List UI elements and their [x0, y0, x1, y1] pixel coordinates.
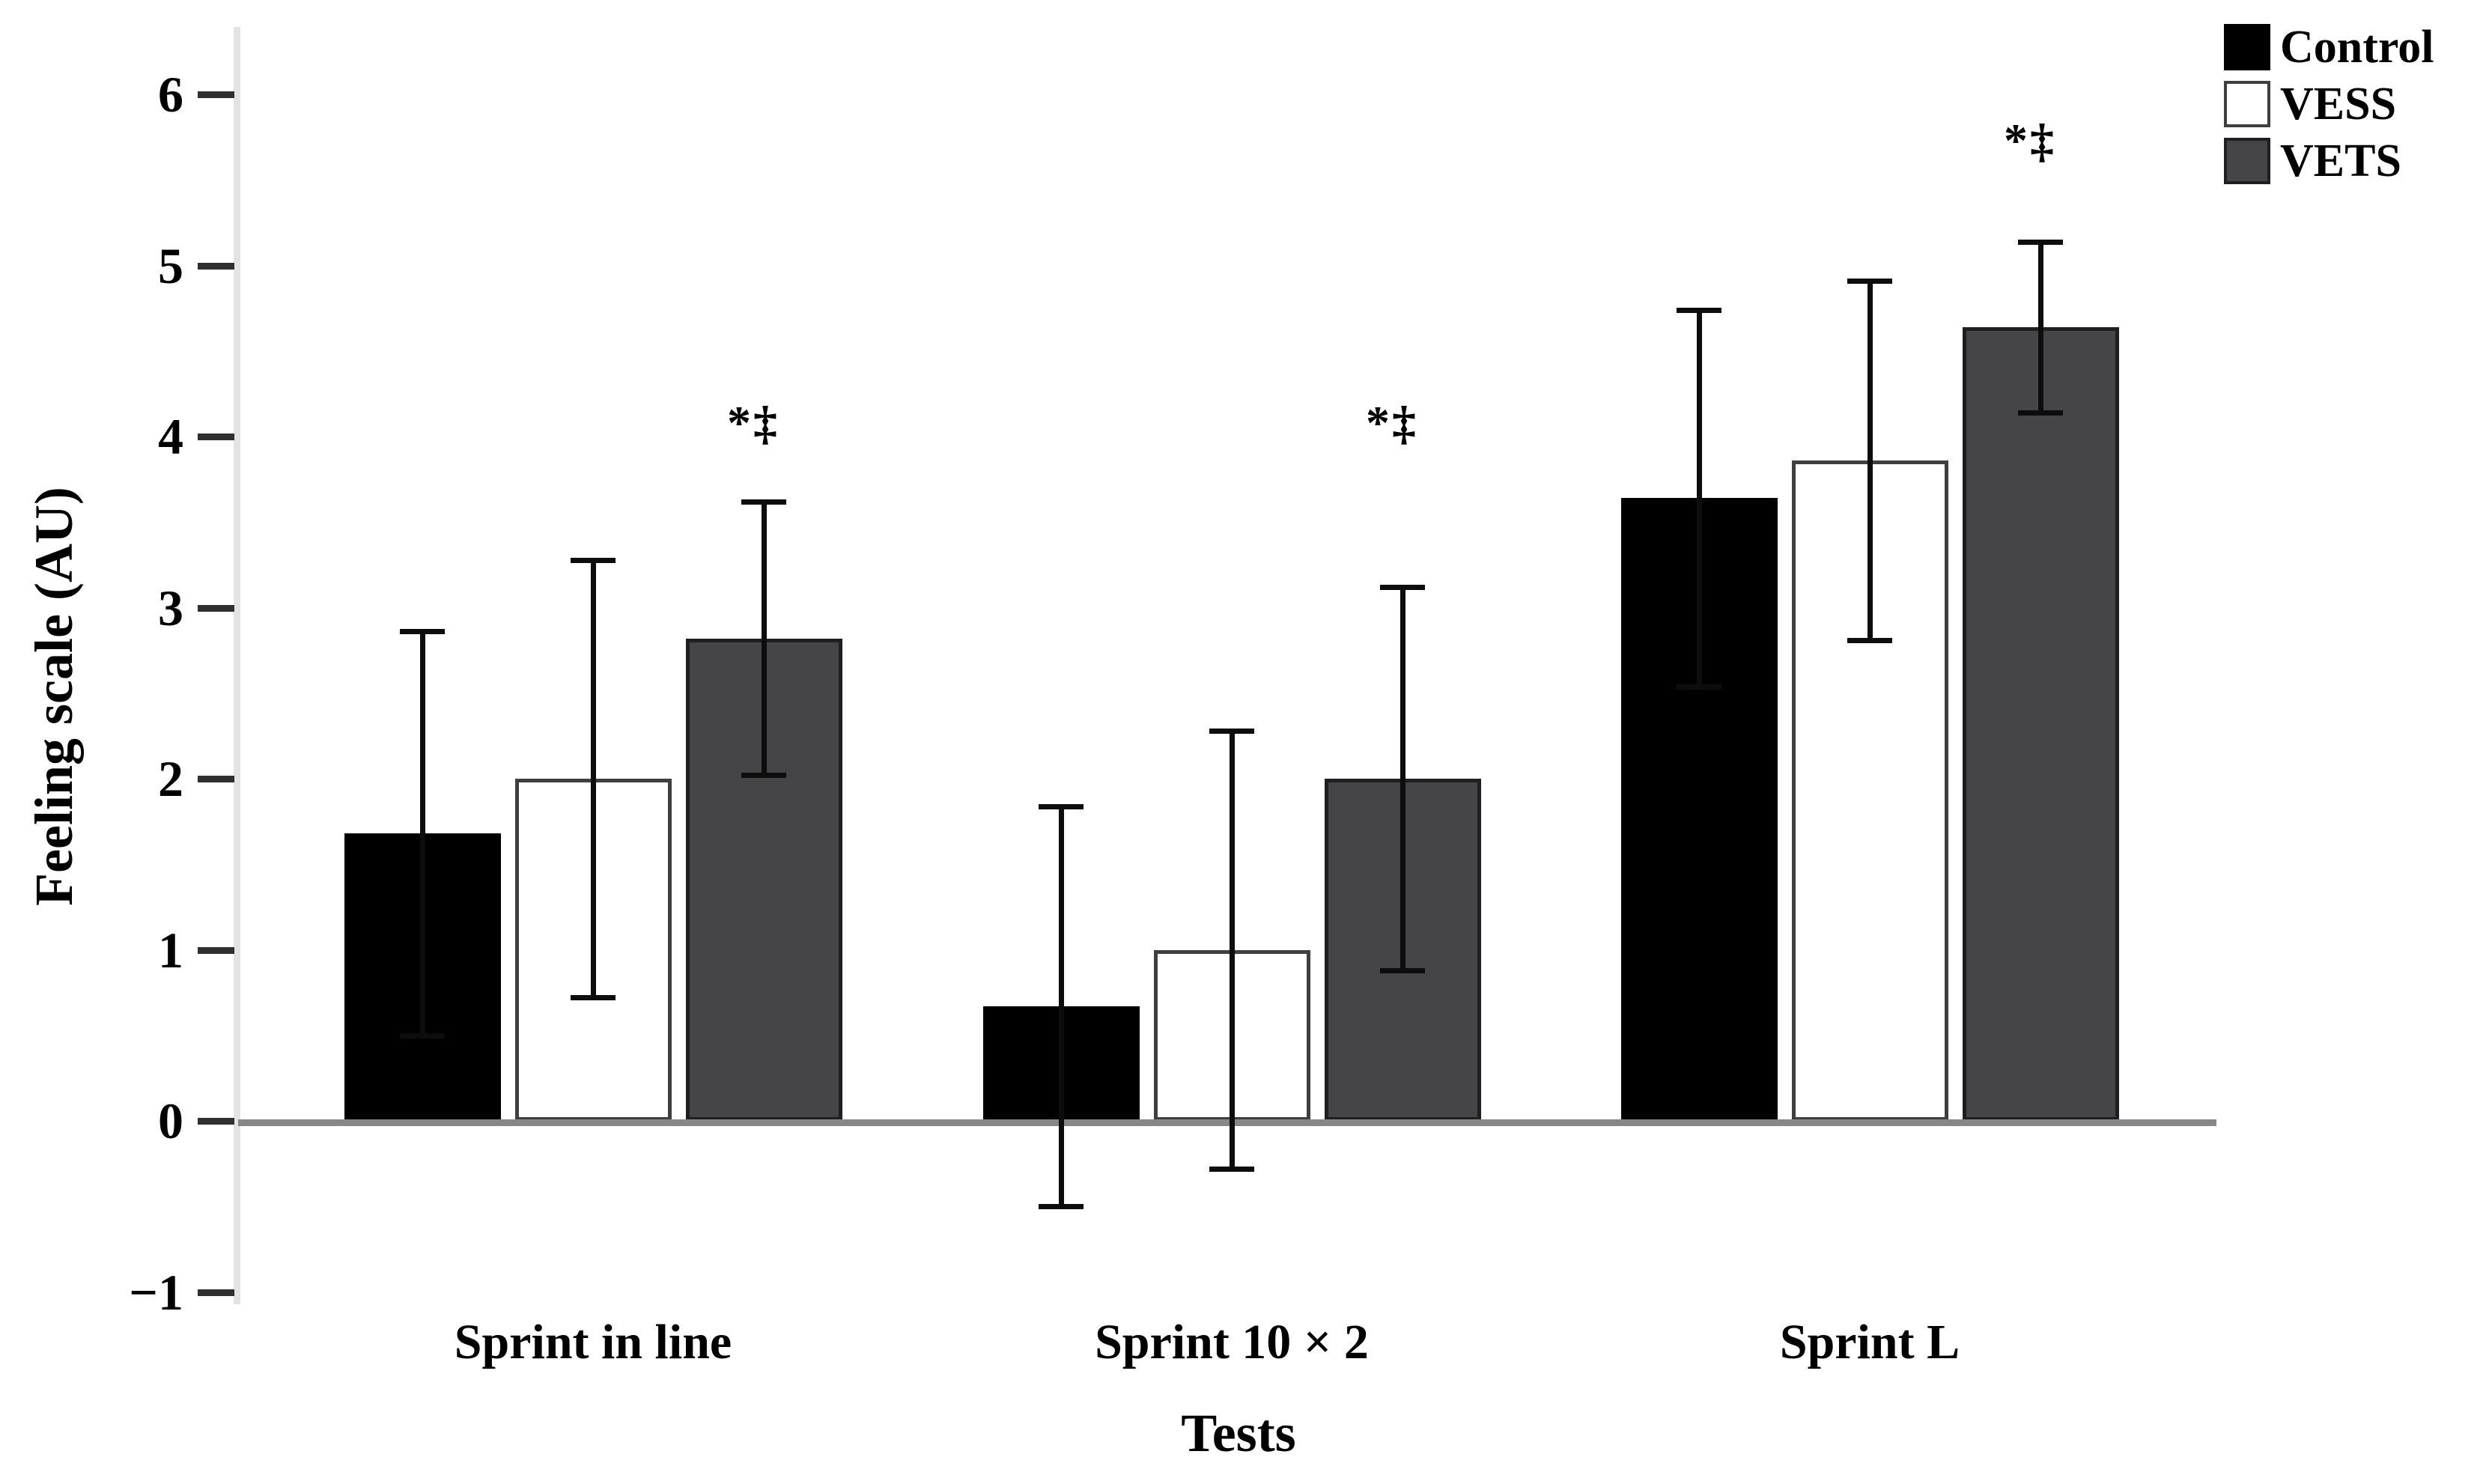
y-tick-label-6: 6 [158, 66, 183, 123]
bar-vets-sprint-l [1962, 326, 2119, 1121]
category-label-sprint-in-line: Sprint in line [454, 1315, 732, 1369]
legend-swatch-vets [2224, 138, 2270, 184]
error-bar-vess-sprint-l-bottom-cap [1847, 637, 1892, 643]
error-bar-vets-sprint-in-line [762, 501, 767, 776]
y-tick-4 [198, 434, 234, 440]
y-axis-line [234, 27, 240, 1304]
error-bar-vess-sprint-10-2-bottom-cap [1209, 1166, 1254, 1172]
error-bar-vets-sprint-in-line-top-cap [741, 499, 786, 505]
legend-label-vets: VETS [2280, 136, 2401, 186]
y-tick-3 [198, 604, 234, 612]
y-tick-1 [198, 946, 234, 954]
y-tick--1 [198, 1289, 234, 1296]
y-axis-title: Feeling scale (AU) [24, 487, 84, 906]
error-bar-control-sprint-in-line [420, 631, 425, 1036]
error-bar-vess-sprint-10-2-top-cap [1209, 729, 1254, 735]
error-bar-control-sprint-l [1697, 309, 1702, 687]
legend-swatch-vess [2224, 81, 2270, 127]
significance-marker-sprint-in-line: *‡ [727, 395, 779, 449]
error-bar-vets-sprint-10-2 [1400, 587, 1405, 970]
y-tick-0 [198, 1118, 234, 1125]
error-bar-control-sprint-l-bottom-cap [1677, 684, 1721, 690]
error-bar-control-sprint-10-2 [1059, 806, 1064, 1207]
error-bar-vets-sprint-in-line-bottom-cap [741, 773, 786, 779]
error-bar-vess-sprint-l [1867, 281, 1873, 640]
legend-item-vets: VETS [2224, 138, 2434, 184]
significance-marker-sprint-10-2: *‡ [1366, 395, 1418, 449]
y-tick-label--1: −1 [129, 1263, 183, 1321]
error-bar-control-sprint-10-2-top-cap [1039, 803, 1084, 809]
error-bar-control-sprint-l-top-cap [1677, 307, 1721, 313]
error-bar-vess-sprint-in-line [591, 559, 596, 998]
x-axis-title: Tests [1181, 1403, 1296, 1463]
error-bar-vess-sprint-in-line-bottom-cap [571, 995, 616, 1001]
legend: Control VESS VETS [2224, 24, 2434, 184]
legend-swatch-control [2224, 24, 2270, 70]
legend-label-vess: VESS [2280, 79, 2397, 130]
legend-item-vess: VESS [2224, 81, 2434, 127]
error-bar-vets-sprint-l [2038, 241, 2043, 413]
error-bar-control-sprint-10-2-bottom-cap [1039, 1204, 1084, 1210]
legend-item-control: Control [2224, 24, 2434, 70]
significance-marker-sprint-l: *‡ [2004, 113, 2056, 167]
error-bar-control-sprint-in-line-top-cap [400, 629, 445, 635]
legend-label-control: Control [2280, 22, 2434, 73]
error-bar-vets-sprint-l-bottom-cap [2018, 410, 2063, 416]
error-bar-vets-sprint-l-top-cap [2018, 239, 2063, 245]
y-tick-label-0: 0 [158, 1092, 183, 1149]
y-tick-label-4: 4 [158, 408, 183, 465]
x-axis-zero-line [238, 1119, 2216, 1126]
category-label-sprint-10-2: Sprint 10 × 2 [1095, 1315, 1369, 1369]
error-bar-vets-sprint-10-2-top-cap [1380, 585, 1425, 591]
y-tick-label-2: 2 [158, 750, 183, 807]
error-bar-vess-sprint-10-2 [1230, 731, 1235, 1169]
error-bar-vess-sprint-in-line-top-cap [571, 557, 616, 563]
error-bar-vets-sprint-10-2-bottom-cap [1380, 967, 1425, 973]
y-tick-6 [198, 91, 234, 98]
y-tick-label-5: 5 [158, 237, 183, 294]
y-tick-5 [198, 262, 234, 270]
error-bar-vess-sprint-l-top-cap [1847, 279, 1892, 285]
y-tick-label-3: 3 [158, 579, 183, 636]
error-bar-control-sprint-in-line-bottom-cap [400, 1033, 445, 1039]
category-label-sprint-l: Sprint L [1779, 1315, 1960, 1369]
y-tick-label-1: 1 [158, 921, 183, 979]
y-tick-2 [198, 776, 234, 782]
